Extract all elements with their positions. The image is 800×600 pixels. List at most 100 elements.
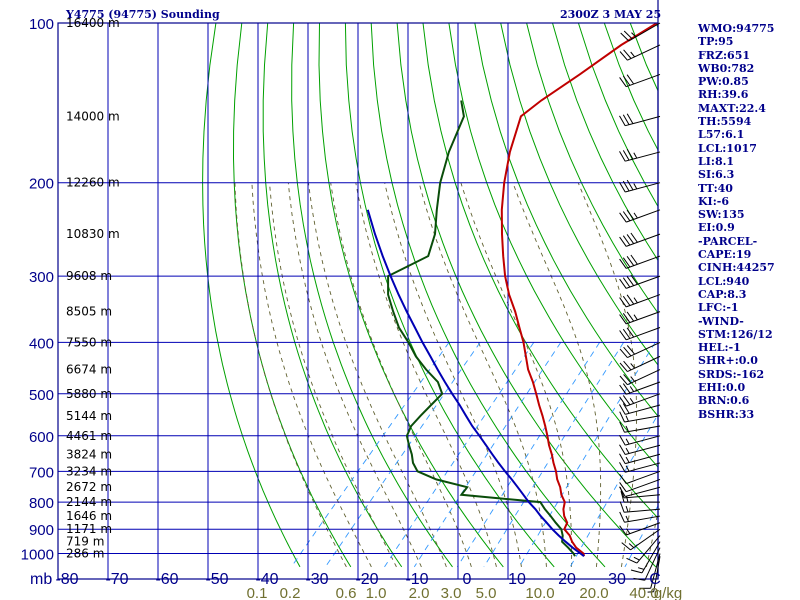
sounding-index-line: BSHR:33	[698, 407, 755, 421]
wind-barb-feather	[623, 49, 632, 59]
wind-barb-feather	[619, 453, 626, 464]
wind-barb-feather	[622, 257, 631, 268]
sounding-index-line: EHI:0.0	[698, 381, 746, 395]
sounding-index-line: RH:39.6	[698, 88, 749, 102]
moist-adiabat-line	[307, 182, 447, 568]
parcel-trace	[366, 209, 585, 557]
wind-barb-staff	[625, 444, 661, 455]
wind-barb-half-feather	[637, 567, 645, 570]
pressure-tick-label: 600	[29, 429, 54, 446]
wind-barb-feather	[626, 327, 635, 338]
sounding-index-line: TT:40	[698, 181, 733, 195]
wind-barb-feather	[622, 75, 631, 86]
wind-barb-half-feather	[629, 386, 635, 392]
wind-barb-feather	[619, 278, 627, 289]
mixing-ratio-label: 0.1	[247, 585, 268, 600]
wind-barb-feather	[619, 511, 625, 523]
wind-barb-half-feather	[631, 32, 637, 38]
wind-barb-staff	[641, 541, 661, 574]
wind-barb-feather	[623, 374, 632, 384]
pressure-tick-label: 100	[29, 16, 54, 33]
wind-barb	[619, 381, 661, 395]
wind-barb-feather	[626, 74, 635, 85]
wind-barb-feather	[630, 232, 638, 243]
height-label: 286 m	[66, 547, 104, 561]
wind-barb-feather	[619, 482, 627, 492]
temperature-trace	[500, 23, 658, 557]
wind-barb-staff	[625, 404, 661, 415]
moist-adiabat-line	[577, 182, 637, 567]
wind-barb-feather	[621, 542, 631, 551]
wind-barb-feather	[619, 348, 628, 358]
plot-frame	[57, 0, 659, 580]
wind-barb-staff	[627, 44, 661, 61]
y-unit-label: mb	[30, 571, 52, 588]
wind-barb-feather	[619, 474, 627, 484]
sounding-indices-panel: WMO:94775 TP:95 FRZ:651 WB0:782 PW:0.85 RH:39…	[698, 22, 798, 421]
moist-adiabat-line	[512, 182, 602, 567]
wind-barb-staff	[625, 486, 661, 497]
temperature-tick-label: 20	[558, 571, 576, 588]
wind-barb-staff	[626, 311, 661, 325]
dry-adiabat-line	[422, 23, 658, 519]
sounding-index-line: PW:0.85	[698, 75, 749, 89]
pressure-tick-label: 500	[29, 387, 54, 404]
wind-barb-staff	[644, 547, 661, 581]
wind-barb	[619, 522, 661, 536]
wind-barb-feather	[626, 557, 638, 564]
temperature-tick-label: 0	[463, 571, 472, 588]
temperature-tick-label: 30	[608, 571, 626, 588]
wind-barb-feather	[620, 490, 625, 503]
wind-barb-feather	[622, 295, 631, 306]
moist-adiabat-line	[355, 182, 497, 567]
wind-barb-half-feather	[625, 456, 630, 463]
mixing-ratio-label: 0.2	[280, 585, 301, 600]
wind-barb	[619, 478, 661, 493]
mixing-ratio-label: 0.6	[336, 585, 357, 600]
wind-barb	[619, 393, 661, 407]
wind-barb	[619, 486, 661, 497]
wind-barb	[619, 453, 661, 465]
mixing-ratio-line	[413, 342, 562, 568]
sounding-index-line: CINH:44257	[698, 261, 775, 275]
sounding-index-line: MAXT:22.4	[698, 101, 766, 115]
wind-barb-staff	[625, 151, 661, 162]
wind-barb-feather	[622, 383, 631, 394]
valid-time: 2300Z 3 MAY 25	[560, 8, 662, 21]
sounding-index-line: SW:135	[698, 208, 745, 222]
pressure-tick-label: 1000	[21, 547, 54, 564]
wind-barb-feather	[619, 212, 627, 223]
wind-barb	[619, 113, 661, 127]
sounding-index-line: FRZ:651	[698, 48, 751, 62]
wind-barb-staff	[626, 470, 661, 485]
wind-barb	[639, 553, 661, 589]
wind-barb	[619, 209, 661, 223]
background-grid	[58, 23, 658, 579]
wind-barb-feather	[626, 311, 635, 322]
temperature-tick-label: 10	[508, 571, 526, 588]
temperature-tick-label: -40	[255, 571, 278, 588]
mixing-ratio-label: 3.0	[441, 585, 462, 600]
dry-adiabat-line	[291, 23, 453, 568]
wind-barb	[619, 462, 661, 473]
wind-barb-feather	[619, 435, 626, 446]
height-label: 719 m	[66, 535, 104, 549]
sounding-index-line: LI:8.1	[698, 154, 735, 168]
wind-barb	[619, 232, 661, 247]
wind-barb-staff	[625, 462, 661, 473]
wind-barb	[633, 547, 661, 581]
height-label: 16400 m	[66, 16, 120, 30]
series-clip-group	[366, 23, 658, 557]
wind-barb-half-feather	[625, 515, 629, 522]
wind-barb-staff	[624, 415, 661, 423]
wind-barb	[619, 327, 661, 341]
sounding-index-line: TP:95	[698, 35, 734, 49]
wind-barb-half-feather	[626, 495, 629, 503]
mixing-ratio-label: 40.0	[629, 585, 658, 600]
sounding-index-line: SHR+:0.0	[698, 354, 758, 368]
wind-barb-staff	[626, 255, 661, 269]
wind-barb	[619, 470, 661, 485]
height-label: 1646 m	[66, 509, 112, 523]
